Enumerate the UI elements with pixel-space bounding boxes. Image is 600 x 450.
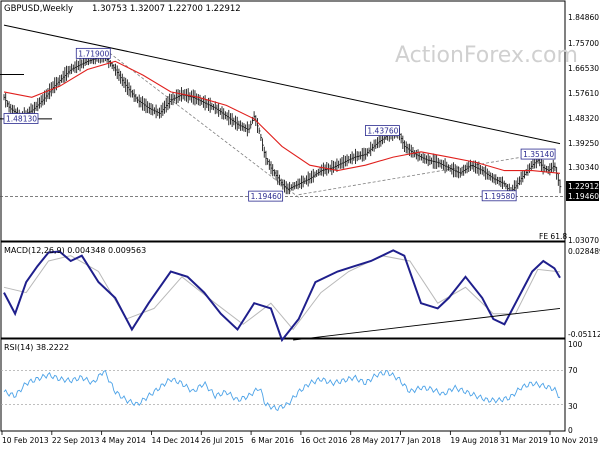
price-tag-label: 1.71900 — [78, 49, 109, 58]
time-axis-label: 26 Jul 2015 — [201, 436, 244, 445]
rsi-label: RSI(14) 38.2222 — [4, 343, 69, 352]
price-tag-label: 1.19580 — [484, 192, 515, 201]
price-tag-label: 1.48130 — [6, 115, 37, 124]
price-panel-frame — [0, 0, 566, 242]
rsi-axis-label: 70 — [568, 366, 578, 375]
rsi-axis-label: 100 — [568, 340, 583, 349]
chart-header: GBPUSD,Weekly 1.30753 1.32007 1.22700 1.… — [4, 4, 241, 14]
price-axis-label: 1.03070 — [568, 236, 599, 245]
price-tag-box — [481, 190, 517, 202]
price-tag-box — [248, 190, 284, 202]
fe-label: FE 61.8 — [539, 232, 567, 241]
rsi-axis-label: 0 — [568, 426, 573, 435]
time-axis-label: 6 Mar 2016 — [251, 436, 294, 445]
trendline — [3, 24, 561, 145]
time-axis-label: 22 Sep 2013 — [52, 436, 100, 445]
time-axis-label: 10 Nov 2019 — [550, 436, 598, 445]
time-axis-label: 28 May 2017 — [351, 436, 400, 445]
rsi-line — [3, 369, 561, 412]
time-axis-label: 7 Jan 2018 — [401, 436, 441, 445]
price-tag-box — [3, 113, 39, 124]
price-axis-label: 1.57610 — [568, 89, 599, 98]
price-tag-label: 1.19460 — [251, 192, 282, 201]
macd-axis-label: -0.051125 — [568, 330, 600, 339]
price-tag-box — [520, 148, 556, 160]
ohlc-values: 1.30753 1.32007 1.22700 1.22912 — [92, 4, 241, 14]
macd-line — [3, 249, 561, 343]
macd-axis-label: 0.028489 — [568, 247, 600, 256]
price-tag-box — [75, 47, 111, 59]
price-axis-label: 1.66530 — [568, 64, 599, 73]
price-tag-label: 1.43760 — [367, 127, 398, 136]
price-tag-label: 1.35140 — [523, 150, 554, 159]
price-axis-label: 1.39250 — [568, 139, 599, 148]
rsi-plot — [1, 369, 565, 412]
time-axis-label: 10 Feb 2013 — [2, 436, 49, 445]
price-axis-label: 1.48320 — [568, 114, 599, 123]
current-price-value: 1.22912 — [568, 182, 599, 191]
symbol-label: GBPUSD,Weekly — [4, 4, 73, 14]
time-axis-label: 14 Dec 2014 — [151, 436, 199, 445]
watermark: ActionForex.com — [395, 43, 578, 68]
price-axis: 1.84860 1.75700 1.66530 1.57610 1.48320 … — [568, 13, 599, 245]
rsi-axis-label: 30 — [568, 402, 578, 411]
macd-signal-line — [3, 255, 561, 331]
time-axis-label: 16 Oct 2016 — [301, 436, 348, 445]
price-axis-label: 1.75700 — [568, 39, 599, 48]
macd-trendline — [293, 307, 561, 341]
moving-average-line — [3, 60, 561, 174]
price-axis-label: 1.30340 — [568, 163, 599, 172]
time-axis: 10 Feb 2013 22 Sep 2013 4 May 2014 14 Dec 2… — [1, 431, 598, 445]
price-tag-box — [364, 125, 400, 136]
support-price-tag — [566, 191, 599, 201]
macd-label: MACD(12,26,9) 0.004348 0.009563 — [4, 246, 146, 255]
time-axis-label: 4 May 2014 — [102, 436, 146, 445]
time-axis-label: 19 Aug 2018 — [450, 436, 498, 445]
price-plot: 1.71900 1.48130 1.43760 1.35140 1.19460 1.195… — [0, 24, 565, 202]
current-price-tag — [566, 181, 599, 191]
support-price-value: 1.19460 — [568, 192, 599, 201]
macd-plot — [3, 249, 561, 343]
price-axis-label: 1.84860 — [568, 13, 599, 22]
time-axis-label: 31 Mar 2019 — [500, 436, 548, 445]
dashed-channel-line — [298, 154, 538, 196]
